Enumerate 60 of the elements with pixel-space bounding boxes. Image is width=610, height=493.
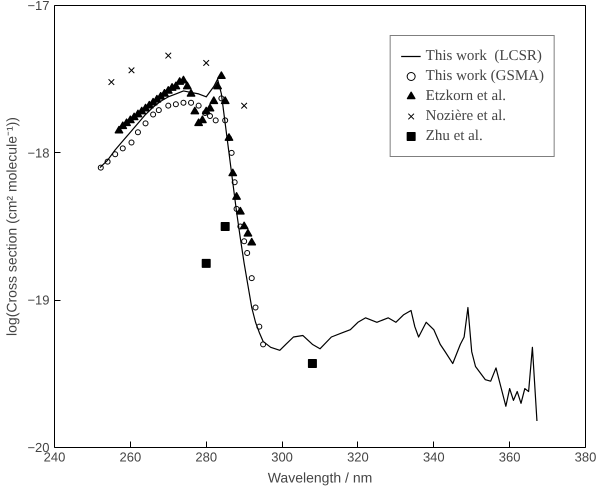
point xyxy=(209,96,218,104)
point xyxy=(232,179,238,186)
y-tick-label: −17 xyxy=(27,0,50,13)
point xyxy=(247,238,256,246)
legend-label: Nozière et al. xyxy=(426,108,506,124)
point xyxy=(156,107,162,114)
point xyxy=(244,250,250,256)
point xyxy=(150,112,156,118)
legend-label: This work (LCSR) xyxy=(426,48,542,64)
point xyxy=(252,304,259,311)
point xyxy=(112,151,118,158)
point xyxy=(202,60,210,66)
point xyxy=(202,258,211,268)
x-tick-label: 320 xyxy=(347,450,369,464)
point xyxy=(165,102,172,109)
point xyxy=(260,341,266,348)
point xyxy=(308,359,317,368)
point xyxy=(134,129,141,136)
point xyxy=(212,117,219,124)
point xyxy=(241,238,248,244)
x-axis-title: Wavelength / nm xyxy=(268,470,372,486)
point xyxy=(182,81,192,90)
point xyxy=(218,95,224,102)
x-tick-label: 360 xyxy=(498,450,520,464)
y-axis-title: log(Cross section (cm² molecule⁻¹)) xyxy=(3,117,20,336)
legend-label: Zhu et al. xyxy=(426,128,483,144)
point xyxy=(222,117,228,124)
point xyxy=(216,71,226,80)
point xyxy=(164,52,172,59)
point xyxy=(120,145,126,152)
x-tick-label: 280 xyxy=(195,450,218,464)
point xyxy=(180,100,186,106)
y-tick-label: −19 xyxy=(27,292,50,308)
point xyxy=(196,102,202,109)
point xyxy=(256,324,262,330)
legend-label: Etzkorn et al. xyxy=(426,88,506,104)
point xyxy=(207,113,214,119)
point xyxy=(202,110,208,116)
x-tick-label: 380 xyxy=(574,450,596,464)
point xyxy=(98,164,104,171)
point xyxy=(243,228,252,237)
point xyxy=(234,206,240,212)
point xyxy=(190,106,200,114)
point xyxy=(108,78,115,86)
point xyxy=(142,120,149,126)
point xyxy=(172,101,179,108)
point xyxy=(128,67,135,74)
legend-label: This work (GSMA) xyxy=(426,68,544,84)
point xyxy=(104,158,111,165)
point xyxy=(232,192,242,200)
x-tick-label: 340 xyxy=(422,450,445,464)
x-tick-label: 260 xyxy=(120,450,142,464)
x-tick-label: 300 xyxy=(271,450,293,464)
point xyxy=(220,222,230,231)
y-tick-label: −18 xyxy=(27,145,50,160)
point xyxy=(128,140,134,146)
point xyxy=(248,275,255,282)
point xyxy=(228,150,235,156)
point xyxy=(188,100,194,106)
point xyxy=(240,102,248,110)
